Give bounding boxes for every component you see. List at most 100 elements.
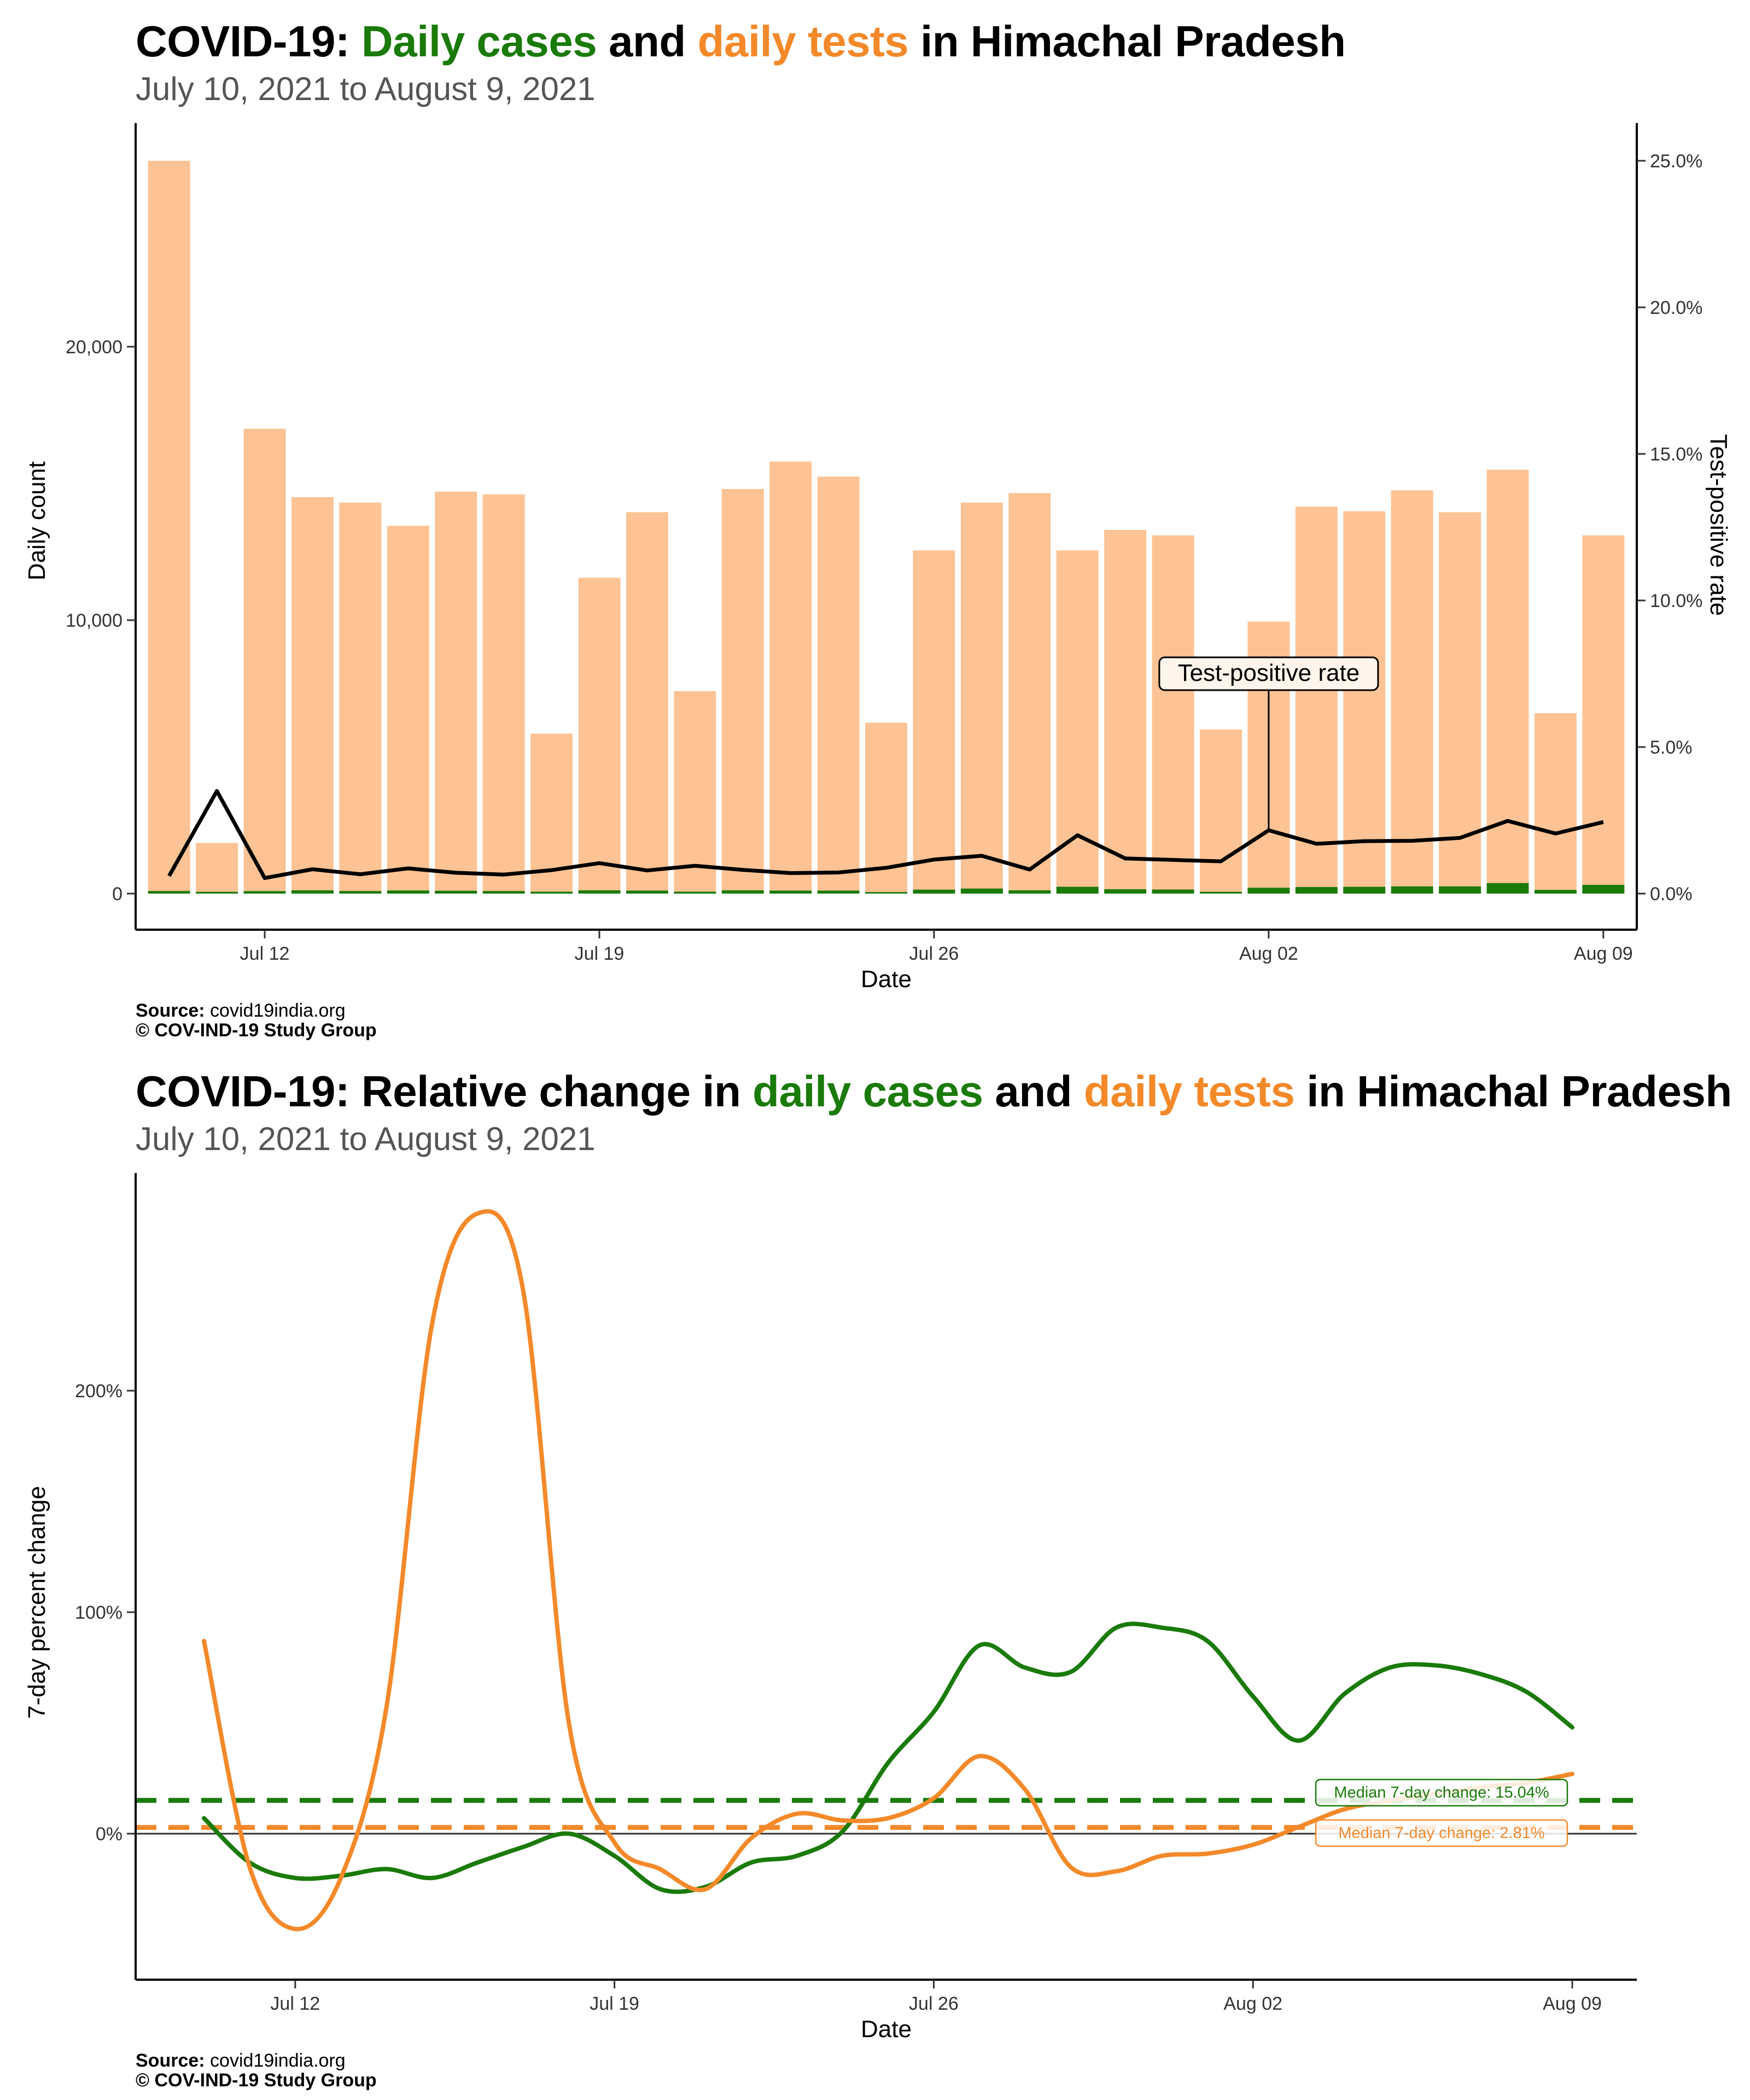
tests-bar bbox=[1152, 535, 1194, 894]
cases-bar bbox=[530, 891, 573, 894]
source-site: covid19india.org bbox=[210, 1000, 346, 1021]
source-label: Source: bbox=[136, 1000, 205, 1021]
tests-bar bbox=[578, 578, 621, 894]
cases-bar bbox=[435, 890, 477, 894]
series-line-daily-cases bbox=[202, 1621, 1574, 1894]
cases-bar bbox=[626, 890, 668, 894]
relative-change-chart: Median 7-day change: 15.04% Median 7-day … bbox=[24, 1173, 1637, 2043]
cases-bar bbox=[865, 892, 907, 894]
x-tick-label: Jul 19 bbox=[575, 943, 625, 964]
cases-bar bbox=[1295, 887, 1338, 894]
y-axis-title: 7-day percent change bbox=[24, 1486, 50, 1719]
cases-bar bbox=[1486, 883, 1529, 894]
x-tick-label: Jul 12 bbox=[240, 943, 290, 964]
cases-bar bbox=[1152, 889, 1194, 894]
x-tick-label: Aug 02 bbox=[1239, 943, 1298, 964]
tests-bar bbox=[1008, 493, 1051, 894]
x-tick-label: Aug 09 bbox=[1574, 943, 1633, 964]
cases-bar bbox=[482, 891, 525, 894]
copyright: © COV-IND-19 Study Group bbox=[136, 1020, 377, 1041]
tests-bar bbox=[148, 161, 190, 894]
y2-tick-label: 5.0% bbox=[1650, 737, 1693, 758]
source-site: covid19india.org bbox=[210, 2050, 346, 2071]
y-tick-label: 0 bbox=[112, 884, 122, 905]
relative-change-panel: COVID-19: Relative change in daily cases… bbox=[0, 1050, 1750, 2100]
x-tick-label: Jul 26 bbox=[909, 1993, 959, 2014]
chart-title: COVID-19: Relative change in daily cases… bbox=[136, 1067, 1732, 1116]
cases-bar bbox=[1104, 889, 1147, 894]
tests-bar bbox=[913, 550, 955, 894]
x-tick-label: Aug 02 bbox=[1223, 1993, 1282, 2014]
cases-bar bbox=[960, 888, 1003, 894]
y-tick-label: 10,000 bbox=[66, 610, 122, 631]
series-line-daily-tests bbox=[202, 1209, 1574, 1932]
tests-bar bbox=[1295, 506, 1338, 894]
tests-bar bbox=[387, 526, 429, 894]
source-note: Source: covid19india.org © COV-IND-19 St… bbox=[136, 1001, 377, 1040]
x-tick-label: Jul 12 bbox=[270, 1993, 320, 2014]
median-label: Median 7-day change: 15.04% bbox=[1334, 1784, 1549, 1801]
cases-bar bbox=[291, 890, 334, 894]
median-label: Median 7-day change: 2.81% bbox=[1338, 1824, 1544, 1842]
tests-bar bbox=[243, 429, 286, 894]
tests-bar bbox=[1343, 511, 1386, 894]
daily-counts-chart: Test-positive rate 0 10,000 20,000 0.0% 5.0% 1… bbox=[24, 123, 1732, 993]
tests-bar bbox=[482, 494, 525, 894]
tests-bar bbox=[1391, 490, 1433, 894]
tests-bar bbox=[674, 691, 716, 894]
daily-counts-panel: COVID-19: Daily cases and daily tests in… bbox=[24, 17, 1732, 1040]
tests-bar bbox=[1486, 470, 1529, 894]
y-axis-title: Daily count bbox=[24, 462, 50, 581]
x-axis-title: Date bbox=[861, 966, 912, 993]
cases-bar bbox=[1439, 886, 1481, 894]
x-tick-label: Aug 09 bbox=[1543, 1993, 1602, 2014]
y2-axis-title: Test-positive rate bbox=[1705, 434, 1732, 616]
tests-bar bbox=[1199, 730, 1242, 894]
cases-bar bbox=[196, 891, 238, 894]
cases-bar bbox=[769, 890, 812, 894]
source-note: Source: covid19india.org © COV-IND-19 St… bbox=[136, 2051, 377, 2090]
cases-bar bbox=[578, 890, 621, 894]
tests-bar bbox=[960, 503, 1003, 894]
chart-title: COVID-19: Daily cases and daily tests in… bbox=[136, 17, 1346, 66]
copyright: © COV-IND-19 Study Group bbox=[136, 2070, 377, 2091]
cases-bar bbox=[1008, 890, 1051, 894]
tests-bar bbox=[626, 512, 668, 894]
tests-bar bbox=[721, 489, 764, 894]
cases-bar bbox=[913, 889, 955, 894]
cases-bar bbox=[1056, 886, 1099, 894]
y2-tick-label: 10.0% bbox=[1650, 591, 1702, 611]
y2-tick-label: 0.0% bbox=[1650, 884, 1693, 905]
median-label-box bbox=[1315, 1778, 1568, 1807]
cases-bar bbox=[243, 891, 286, 894]
tests-bar bbox=[1104, 530, 1147, 894]
tests-bar bbox=[1439, 512, 1481, 894]
y2-tick-label: 15.0% bbox=[1650, 444, 1702, 465]
cases-bar bbox=[1391, 886, 1433, 894]
median-label-box bbox=[1315, 1819, 1568, 1847]
tests-bar bbox=[1534, 713, 1577, 894]
cases-bar bbox=[817, 890, 860, 894]
source-label: Source: bbox=[136, 2050, 205, 2071]
tests-bar bbox=[435, 492, 477, 894]
x-tick-label: Jul 26 bbox=[909, 943, 959, 964]
x-axis-title: Date bbox=[861, 2016, 912, 2043]
tests-bar bbox=[1582, 535, 1625, 894]
cases-bar bbox=[1582, 885, 1625, 894]
y2-tick-label: 25.0% bbox=[1650, 151, 1702, 172]
x-tick-label: Jul 19 bbox=[590, 1993, 639, 2014]
y-tick-label: 200% bbox=[75, 1381, 122, 1402]
chart-subtitle: July 10, 2021 to August 9, 2021 bbox=[136, 71, 596, 107]
tests-bar bbox=[291, 497, 334, 894]
test-positive-rate-line bbox=[167, 789, 1604, 880]
cases-bar bbox=[148, 891, 190, 894]
cases-bar bbox=[1343, 886, 1386, 894]
tests-bar bbox=[196, 843, 238, 894]
y-tick-label: 100% bbox=[75, 1602, 122, 1623]
y-tick-label: 0% bbox=[96, 1824, 122, 1845]
cases-bar bbox=[387, 890, 429, 894]
tests-bar bbox=[339, 503, 382, 894]
tests-bar bbox=[817, 476, 860, 894]
cases-bar bbox=[1247, 888, 1290, 894]
tests-bar bbox=[769, 462, 812, 894]
